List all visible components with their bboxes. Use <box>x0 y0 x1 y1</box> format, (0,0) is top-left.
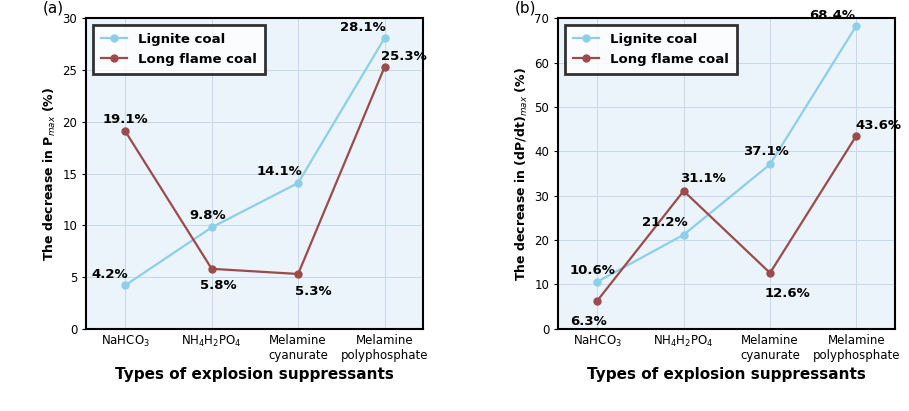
Text: 5.3%: 5.3% <box>295 285 332 298</box>
Long flame coal <box>206 266 217 271</box>
Text: 28.1%: 28.1% <box>340 21 385 34</box>
Long flame coal <box>678 189 689 194</box>
Text: 12.6%: 12.6% <box>764 287 810 300</box>
Text: 68.4%: 68.4% <box>809 9 855 22</box>
Lignite coal <box>764 162 775 167</box>
Lignite coal <box>379 36 390 41</box>
Text: 4.2%: 4.2% <box>92 268 128 281</box>
Line: Lignite coal: Lignite coal <box>594 22 860 285</box>
Text: 31.1%: 31.1% <box>680 172 725 185</box>
Text: 6.3%: 6.3% <box>570 315 607 328</box>
Text: 21.2%: 21.2% <box>642 216 687 229</box>
Long flame coal <box>592 298 603 303</box>
Text: 5.8%: 5.8% <box>200 279 237 293</box>
Lignite coal <box>120 283 131 288</box>
Text: (b): (b) <box>514 0 536 15</box>
Line: Long flame coal: Long flame coal <box>594 132 860 304</box>
Line: Long flame coal: Long flame coal <box>122 64 388 277</box>
Y-axis label: The decrease in (dP/dt)$_{max}$ (%): The decrease in (dP/dt)$_{max}$ (%) <box>514 67 530 281</box>
Lignite coal <box>592 279 603 284</box>
Long flame coal <box>293 272 304 277</box>
Long flame coal <box>764 270 775 275</box>
Lignite coal <box>293 180 304 185</box>
Text: 37.1%: 37.1% <box>743 145 789 159</box>
Text: 25.3%: 25.3% <box>381 50 426 63</box>
Text: 14.1%: 14.1% <box>256 165 302 178</box>
Text: 43.6%: 43.6% <box>855 119 901 132</box>
Text: (a): (a) <box>43 0 64 15</box>
Lignite coal <box>206 225 217 230</box>
Y-axis label: The decrease in P$_{max}$ (%): The decrease in P$_{max}$ (%) <box>42 87 58 261</box>
Long flame coal <box>120 129 131 134</box>
X-axis label: Types of explosion suppressants: Types of explosion suppressants <box>115 367 395 382</box>
Text: 10.6%: 10.6% <box>570 264 615 277</box>
Line: Lignite coal: Lignite coal <box>122 35 388 289</box>
Long flame coal <box>851 133 862 138</box>
Long flame coal <box>379 65 390 69</box>
Lignite coal <box>851 23 862 28</box>
Lignite coal <box>678 232 689 237</box>
X-axis label: Types of explosion suppressants: Types of explosion suppressants <box>587 367 866 382</box>
Legend: Lignite coal, Long flame coal: Lignite coal, Long flame coal <box>564 25 736 74</box>
Text: 19.1%: 19.1% <box>103 113 148 126</box>
Text: 9.8%: 9.8% <box>189 209 225 222</box>
Legend: Lignite coal, Long flame coal: Lignite coal, Long flame coal <box>93 25 265 74</box>
